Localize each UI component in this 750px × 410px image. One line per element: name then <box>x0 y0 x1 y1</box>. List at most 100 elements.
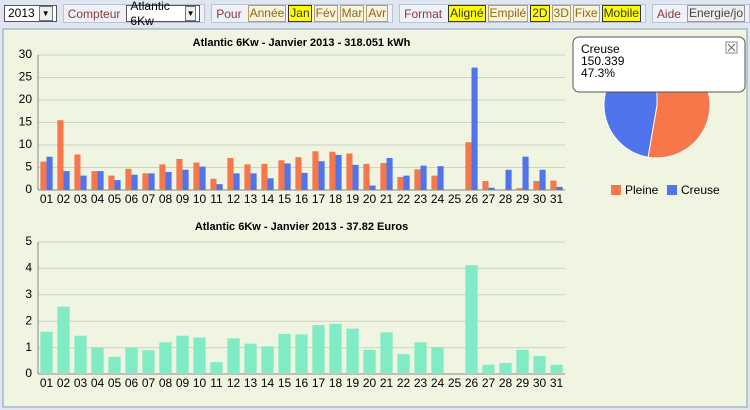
bar <box>397 176 404 190</box>
bar <box>516 188 523 190</box>
x-tick-label: 10 <box>193 192 207 206</box>
x-tick-label: 25 <box>448 376 462 390</box>
toolbar-button[interactable]: Empilé <box>487 5 529 22</box>
bar <box>312 151 319 190</box>
bar <box>261 163 268 190</box>
bar <box>488 187 495 190</box>
bar <box>414 169 421 190</box>
x-tick-label: 27 <box>482 192 496 206</box>
bar <box>380 163 387 190</box>
bar <box>397 354 410 374</box>
toolbar-button[interactable]: Mobile <box>601 5 641 22</box>
bar <box>97 171 104 190</box>
bar <box>499 362 512 374</box>
bar <box>91 347 104 374</box>
bar <box>57 306 70 374</box>
y-tick-label: 30 <box>19 47 33 61</box>
chart-title: Atlantic 6Kw - Janvier 2013 - 37.82 Euro… <box>195 221 408 233</box>
toolbar-button[interactable]: 3D <box>551 5 571 22</box>
toolbar-button[interactable]: Mar <box>339 5 365 22</box>
toolbar-button[interactable]: 2D <box>530 5 550 22</box>
bar <box>227 158 234 190</box>
x-tick-label: 17 <box>312 192 326 206</box>
x-tick-label: 07 <box>142 376 156 390</box>
label: Pour <box>216 6 242 21</box>
x-tick-label: 14 <box>261 376 275 390</box>
x-tick-label: 20 <box>363 192 377 206</box>
compteur-group: Compteur Atlantic 6Kw ▼ <box>62 0 206 28</box>
x-tick-label: 03 <box>74 192 88 206</box>
x-tick-label: 08 <box>159 376 173 390</box>
period-group: Pour Année Jan Fév Mar Avr <box>211 4 394 23</box>
bar <box>182 169 189 190</box>
x-tick-label: 31 <box>550 376 564 390</box>
x-tick-label: 19 <box>346 192 360 206</box>
aide-group: Aide Energie/jo <box>651 4 750 23</box>
x-tick-label: 11 <box>210 192 223 206</box>
x-tick-label: 11 <box>210 376 223 390</box>
y-tick-label: 0 <box>25 182 32 196</box>
x-tick-label: 21 <box>380 192 394 206</box>
bar <box>295 157 302 190</box>
toolbar-button[interactable]: Jan <box>288 5 312 22</box>
bar <box>80 175 87 190</box>
view-button[interactable]: Energie/jo <box>686 5 745 22</box>
x-tick-label: 15 <box>278 192 292 206</box>
x-tick-label: 08 <box>159 192 173 206</box>
x-tick-label: 01 <box>40 376 54 390</box>
x-tick-label: 04 <box>91 376 105 390</box>
x-tick-label: 01 <box>40 192 54 206</box>
legend-swatch <box>667 185 677 195</box>
x-tick-label: 23 <box>414 192 428 206</box>
bar <box>159 164 166 190</box>
compteur-select[interactable]: Atlantic 6Kw ▼ <box>126 0 201 28</box>
bar <box>40 161 47 190</box>
bar <box>108 356 121 374</box>
x-tick-label: 06 <box>125 192 139 206</box>
bar <box>301 172 308 190</box>
bar <box>329 323 342 374</box>
bar <box>352 164 359 190</box>
toolbar-button[interactable]: Avr <box>366 5 389 22</box>
x-tick-label: 16 <box>295 192 309 206</box>
toolbar-button[interactable]: Année <box>247 5 287 22</box>
bar <box>210 178 217 190</box>
bar <box>533 356 546 374</box>
x-tick-label: 14 <box>261 192 275 206</box>
bar <box>295 334 308 374</box>
bar <box>539 169 546 190</box>
bar <box>250 173 257 190</box>
x-tick-label: 24 <box>431 192 445 206</box>
bar <box>193 162 200 190</box>
bar <box>74 154 81 190</box>
x-tick-label: 02 <box>57 192 71 206</box>
x-tick-label: 28 <box>499 192 513 206</box>
toolbar-button[interactable]: Fixe <box>572 5 600 22</box>
label: Format <box>404 6 443 21</box>
bar <box>125 347 138 374</box>
x-tick-label: 25 <box>448 192 462 206</box>
x-tick-label: 12 <box>227 376 241 390</box>
x-tick-label: 30 <box>533 376 547 390</box>
x-tick-label: 26 <box>465 376 479 390</box>
bar <box>335 154 342 190</box>
x-tick-label: 27 <box>482 376 496 390</box>
bar <box>233 173 240 190</box>
x-tick-label: 26 <box>465 192 479 206</box>
x-tick-label: 24 <box>431 376 445 390</box>
bar <box>108 175 115 190</box>
x-tick-label: 06 <box>125 376 139 390</box>
year-select[interactable]: 2013 ▼ <box>4 5 57 22</box>
bar <box>165 172 172 190</box>
bar <box>142 173 149 190</box>
bar <box>312 325 325 374</box>
toolbar-button[interactable]: Fév <box>313 5 338 22</box>
toolbar-button[interactable]: Aligné <box>448 5 486 22</box>
bar <box>114 180 121 190</box>
x-tick-label: 19 <box>346 376 360 390</box>
bar <box>380 332 393 374</box>
label[interactable]: Aide <box>656 6 681 21</box>
x-tick-label: 07 <box>142 192 156 206</box>
bar <box>74 335 87 374</box>
